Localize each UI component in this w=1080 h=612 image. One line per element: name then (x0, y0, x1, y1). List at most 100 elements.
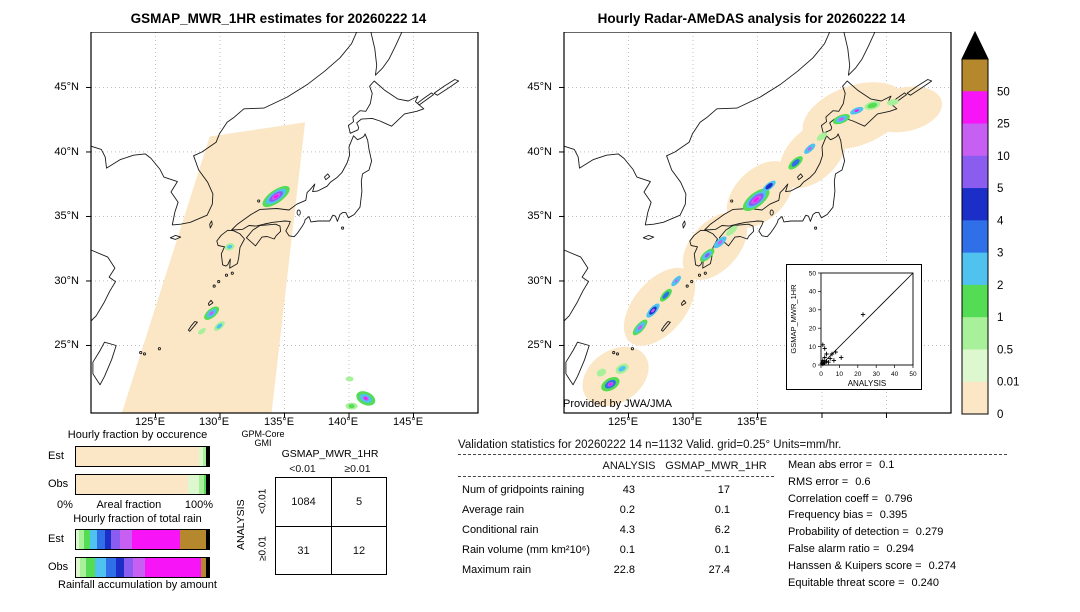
inset-y-tick: 20 (809, 326, 817, 333)
left-map-caption: GPM-Core GMI (85, 430, 441, 448)
stats-score-row: False alarm ratio = 0.294 (788, 543, 914, 555)
lat-tick-label: 40°N (527, 146, 552, 158)
bar-segment (76, 530, 79, 549)
contingency-cell: 12 (331, 526, 386, 574)
lat-tick-label: 25°N (54, 339, 79, 351)
contingency-col-label-1: <0.01 (289, 463, 316, 475)
rain-cell (850, 106, 864, 115)
rain-cell (832, 113, 850, 125)
lon-tick-label: 135°E (736, 416, 768, 428)
right-map-title: Hourly Radar-AMeDAS analysis for 2026022… (597, 11, 906, 26)
stats-gsmap-value: 0.1 (714, 504, 730, 516)
stats-score-value: 0.1 (879, 459, 895, 471)
bar-segment (124, 558, 134, 577)
rain-cell (197, 328, 206, 335)
lon-tick-label: 145°E (392, 416, 424, 428)
bar-segment (199, 475, 205, 494)
left-map-caption-line-2: GMI (254, 438, 272, 448)
rain-cell (816, 132, 828, 141)
total-rain-title: Hourly fraction of total rain (73, 513, 202, 525)
lon-tick-label: 125°E (134, 416, 166, 428)
bar-segment (105, 558, 117, 577)
inset-x-tick: 20 (854, 371, 862, 378)
colorbar: 50 25 10 5 4 3 2 1 0.5 0.01 0 (958, 26, 1070, 427)
stats-score-value: 0.294 (886, 543, 914, 555)
colorbar-segment (962, 188, 988, 221)
stats-analysis-value: 4.3 (619, 524, 635, 536)
lat-tick-label: 35°N (54, 210, 79, 222)
occurrence-bar-est (75, 446, 210, 467)
divider-header (458, 476, 774, 477)
one-to-one-line (820, 272, 914, 366)
bar-segment (95, 558, 106, 577)
stats-score-label: Equitable threat score = (788, 576, 905, 589)
left-map-caption-line-1: GPM-Core (241, 429, 285, 439)
stats-score-value: 0.395 (879, 509, 908, 522)
bar-segment (83, 530, 91, 549)
colorbar-tick-label: 0.01 (997, 377, 1019, 389)
rain-cell (762, 180, 776, 192)
stats-score-label: Probability of detection = (788, 526, 909, 539)
left-map-panel: GSMAP_MWR_1HR estimates for 20260222 14 … (54, 11, 479, 448)
stats-analysis-value: 43 (622, 484, 635, 496)
stats-score-row: Correlation coeff = 0.796 (788, 493, 913, 505)
axis-title: Areal fraction (96, 499, 162, 511)
rain-cell (345, 402, 358, 410)
colorbar-segment (962, 220, 988, 254)
total-rain-bar-est (75, 529, 210, 550)
axis-zero-label: 0% (57, 499, 73, 511)
coastlines (90, 32, 460, 386)
stats-score-row: Hanssen & Kuipers score = 0.274 (788, 560, 956, 572)
rain-cell (224, 243, 235, 251)
bar-segment (76, 558, 80, 577)
stats-gsmap-value: 6.2 (714, 524, 730, 536)
lon-tick-label: 135°E (263, 416, 295, 428)
bar-segment (131, 530, 180, 549)
rain-cell (742, 188, 770, 211)
graticule (564, 32, 951, 413)
rain-cell (262, 185, 290, 208)
stats-score-value: 0.796 (885, 492, 913, 505)
bar-segment (90, 530, 97, 549)
contingency-table: 1084 5 31 12 (275, 477, 387, 575)
left-map-title: GSMAP_MWR_1HR estimates for 20260222 14 (130, 11, 427, 26)
rain-cell (713, 236, 727, 249)
stats-score-label: Frequency bias = (788, 509, 873, 522)
stats-score-row: Frequency bias = 0.395 (788, 509, 907, 521)
bar-segment (200, 558, 206, 577)
total-rain-bar-obs (75, 557, 210, 578)
lon-tick-label: 125°E (607, 416, 639, 428)
stats-col-analysis: ANALYSIS (602, 460, 656, 472)
colorbar-tick-label: 0 (997, 409, 1003, 421)
satellite-swath (122, 122, 306, 413)
areal-fraction-axis: 0% Areal fraction 100% (57, 499, 213, 511)
occurrence-bar-obs (75, 474, 210, 495)
stats-score-value: 0.274 (928, 559, 957, 572)
lon-tick-label: 140°E (327, 416, 359, 428)
colorbar-tick-label: 1 (997, 312, 1003, 324)
bar-segment (120, 530, 132, 549)
stats-gsmap-value: 27.4 (708, 564, 730, 576)
bar-segment (76, 475, 188, 494)
stats-col-gsmap: GSMAP_MWR_1HR (665, 460, 767, 472)
bar-segment (116, 558, 125, 577)
occurrence-row-label: Est (48, 450, 64, 462)
colorbar-scale: 50 25 10 5 4 3 2 1 0.5 0.01 0 (961, 30, 1019, 421)
lat-tick-label: 40°N (54, 146, 79, 158)
bar-segment (79, 558, 87, 577)
bar-segment (198, 447, 203, 466)
stats-row-label: Maximum rain (462, 564, 532, 576)
occurrence-row-label: Obs (48, 478, 69, 490)
colorbar-segment (962, 91, 988, 124)
colorbar-segment (962, 284, 988, 318)
bar-segment (179, 530, 206, 549)
colorbar-tick-label: 10 (997, 151, 1010, 163)
scatter-points (819, 312, 866, 367)
contingency-row-axis-label: ANALYSIS (235, 499, 247, 551)
contingency-matrix-label: GSMAP_MWR_1HR (281, 448, 379, 460)
colorbar-tick-label: 50 (997, 86, 1010, 98)
inset-x-tick: 30 (873, 371, 881, 378)
rain-cell (356, 391, 376, 406)
inset-ylabel: GSMAP_MWR_1HR (789, 284, 798, 354)
